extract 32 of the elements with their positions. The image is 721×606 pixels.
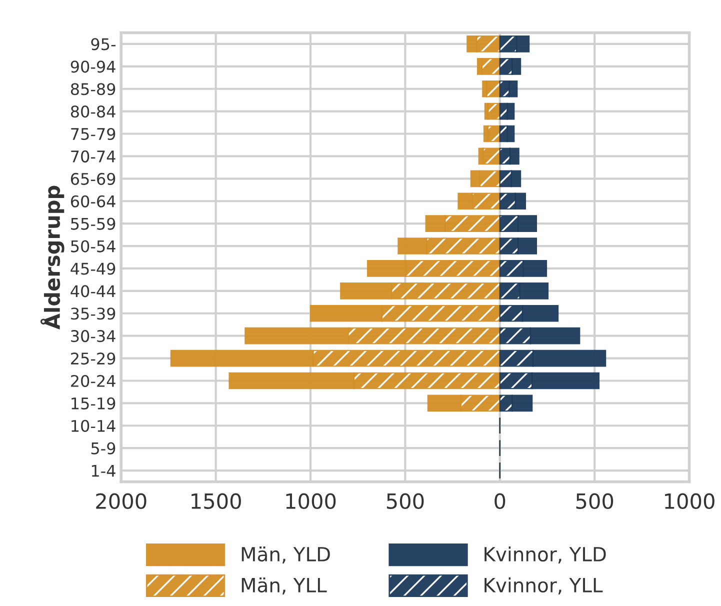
y-tick-label: 65-69 (70, 172, 116, 185)
y-tick-label: 20-24 (71, 374, 116, 388)
y-tick-label: 80-84 (70, 106, 116, 118)
y-tick-label: 55-59 (71, 218, 116, 230)
x-tick-label: 1000 (665, 493, 714, 510)
x-tick-label: 2000 (96, 493, 146, 510)
x-tick-label: 1500 (192, 493, 241, 510)
y-tick-label: 75-79 (71, 128, 116, 140)
y-tick-label: 85-89 (70, 83, 116, 96)
legend-label: Män, YLD (242, 546, 330, 564)
legend-label: Kvinnor, YLL (484, 577, 603, 594)
y-tick-label: 1-4 (92, 464, 116, 477)
y-tick-label: 40-44 (70, 285, 116, 298)
x-tick-label: 1000 (286, 493, 336, 510)
y-tick-label: 25-29 (71, 352, 116, 365)
y-tick-label: 10-14 (72, 420, 116, 432)
y-tick-label: 30-34 (71, 330, 116, 342)
y-tick-label: 15-19 (72, 397, 116, 410)
y-tick-label: 90-94 (70, 60, 116, 73)
y-axis-title: Åldersgrupp (40, 186, 64, 330)
y-tick-label: 35-39 (71, 308, 116, 320)
y-tick-label: 70-74 (71, 150, 116, 163)
x-tick-label: 500 (576, 493, 614, 510)
y-tick-label: 45-49 (70, 262, 116, 275)
y-tick-label: 60-64 (70, 195, 116, 208)
legend-label: Män, YLL (242, 577, 327, 594)
x-tick-label: 0 (494, 493, 506, 510)
y-tick-label: 95- (91, 38, 116, 50)
y-tick-label: 5-9 (91, 442, 116, 454)
y-tick-label: 50-54 (71, 240, 116, 252)
legend-label: Kvinnor, YLD (484, 546, 606, 564)
x-tick-label: 500 (386, 493, 424, 510)
